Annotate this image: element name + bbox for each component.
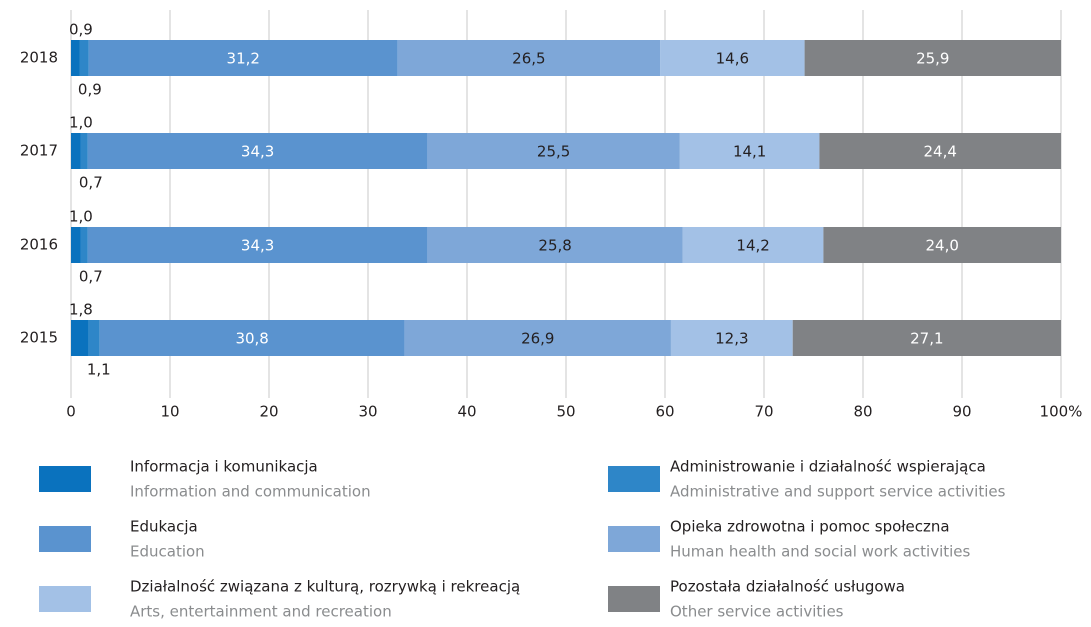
data-label: 14,1 (733, 143, 766, 161)
legend-label: Administrowanie i działalność wspierając… (670, 458, 986, 476)
x-tick-label: 100% (1040, 403, 1083, 421)
data-label: 0,7 (79, 268, 103, 286)
bar-segment (80, 133, 88, 169)
legend-swatch (39, 526, 91, 552)
x-tick-label: 30 (358, 403, 377, 421)
x-tick-label: 10 (160, 403, 179, 421)
x-tick-label: 20 (259, 403, 278, 421)
x-tick-label: 70 (754, 403, 773, 421)
legend-label-en: Information and communication (130, 483, 371, 501)
data-label: 0,9 (69, 21, 93, 39)
legend-swatch (608, 526, 660, 552)
y-tick-label: 2015 (20, 329, 58, 347)
data-label: 1,0 (69, 114, 93, 132)
legend-label: Pozostała działalność usługowa (670, 578, 905, 596)
bar-segment (404, 320, 671, 356)
bar-segment (88, 40, 398, 76)
x-tick-label: 80 (853, 403, 872, 421)
data-label: 1,0 (69, 208, 93, 226)
legend-label-en: Human health and social work activities (670, 543, 971, 561)
data-label: 34,3 (241, 143, 274, 161)
legend-label-en: Education (130, 543, 205, 561)
bar-segment (823, 227, 1061, 263)
bar-segment (71, 40, 80, 76)
data-label: 1,1 (87, 361, 111, 379)
bar-segment (679, 133, 820, 169)
legend-label: Edukacja (130, 518, 198, 536)
bar-segment (71, 320, 89, 356)
data-label: 0,7 (79, 174, 103, 192)
bar-segment (792, 320, 1061, 356)
data-label: 0,9 (78, 81, 102, 99)
y-tick-label: 2017 (20, 142, 58, 160)
x-tick-label: 40 (457, 403, 476, 421)
y-tick-label: 2016 (20, 236, 58, 254)
bar-segment (71, 227, 81, 263)
legend-swatch (39, 586, 91, 612)
bar-segment (80, 227, 88, 263)
x-tick-label: 0 (66, 403, 76, 421)
bar-segment (682, 227, 824, 263)
y-tick-label: 2018 (20, 49, 58, 67)
data-label: 14,2 (736, 237, 769, 255)
legend-label: Działalność związana z kulturą, rozrywką… (130, 578, 520, 596)
legend-label: Informacja i komunikacja (130, 458, 318, 476)
bar-segment (819, 133, 1061, 169)
bar-segment (71, 133, 81, 169)
legend-label-en: Arts, entertainment and recreation (130, 603, 392, 621)
data-label: 12,3 (715, 330, 748, 348)
data-label: 34,3 (241, 237, 274, 255)
data-label: 30,8 (235, 330, 268, 348)
legend-label-en: Other service activities (670, 603, 844, 621)
bar-segment (87, 133, 428, 169)
data-label: 26,5 (512, 50, 545, 68)
bar-segment (397, 40, 661, 76)
bar-segment (99, 320, 405, 356)
legend-label-en: Administrative and support service activ… (670, 483, 1006, 501)
legend-swatch (39, 466, 91, 492)
legend-swatch (608, 586, 660, 612)
bar-segment (660, 40, 805, 76)
legend-swatch (608, 466, 660, 492)
data-label: 25,5 (537, 143, 570, 161)
bar-segment (87, 227, 428, 263)
x-tick-label: 90 (952, 403, 971, 421)
x-tick-label: 50 (556, 403, 575, 421)
data-label: 26,9 (521, 330, 554, 348)
data-label: 14,6 (716, 50, 749, 68)
bar-segment (670, 320, 793, 356)
bar-segment (427, 227, 683, 263)
data-label: 25,8 (538, 237, 571, 255)
data-label: 25,9 (916, 50, 949, 68)
bar-segment (79, 40, 89, 76)
bar-segment (427, 133, 680, 169)
x-tick-label: 60 (655, 403, 674, 421)
data-label: 24,4 (924, 143, 957, 161)
data-label: 27,1 (910, 330, 943, 348)
bar-segment (804, 40, 1061, 76)
data-label: 31,2 (227, 50, 260, 68)
bar-segment (88, 320, 100, 356)
data-label: 24,0 (925, 237, 958, 255)
data-label: 1,8 (69, 301, 93, 319)
legend-label: Opieka zdrowotna i pomoc społeczna (670, 518, 950, 536)
